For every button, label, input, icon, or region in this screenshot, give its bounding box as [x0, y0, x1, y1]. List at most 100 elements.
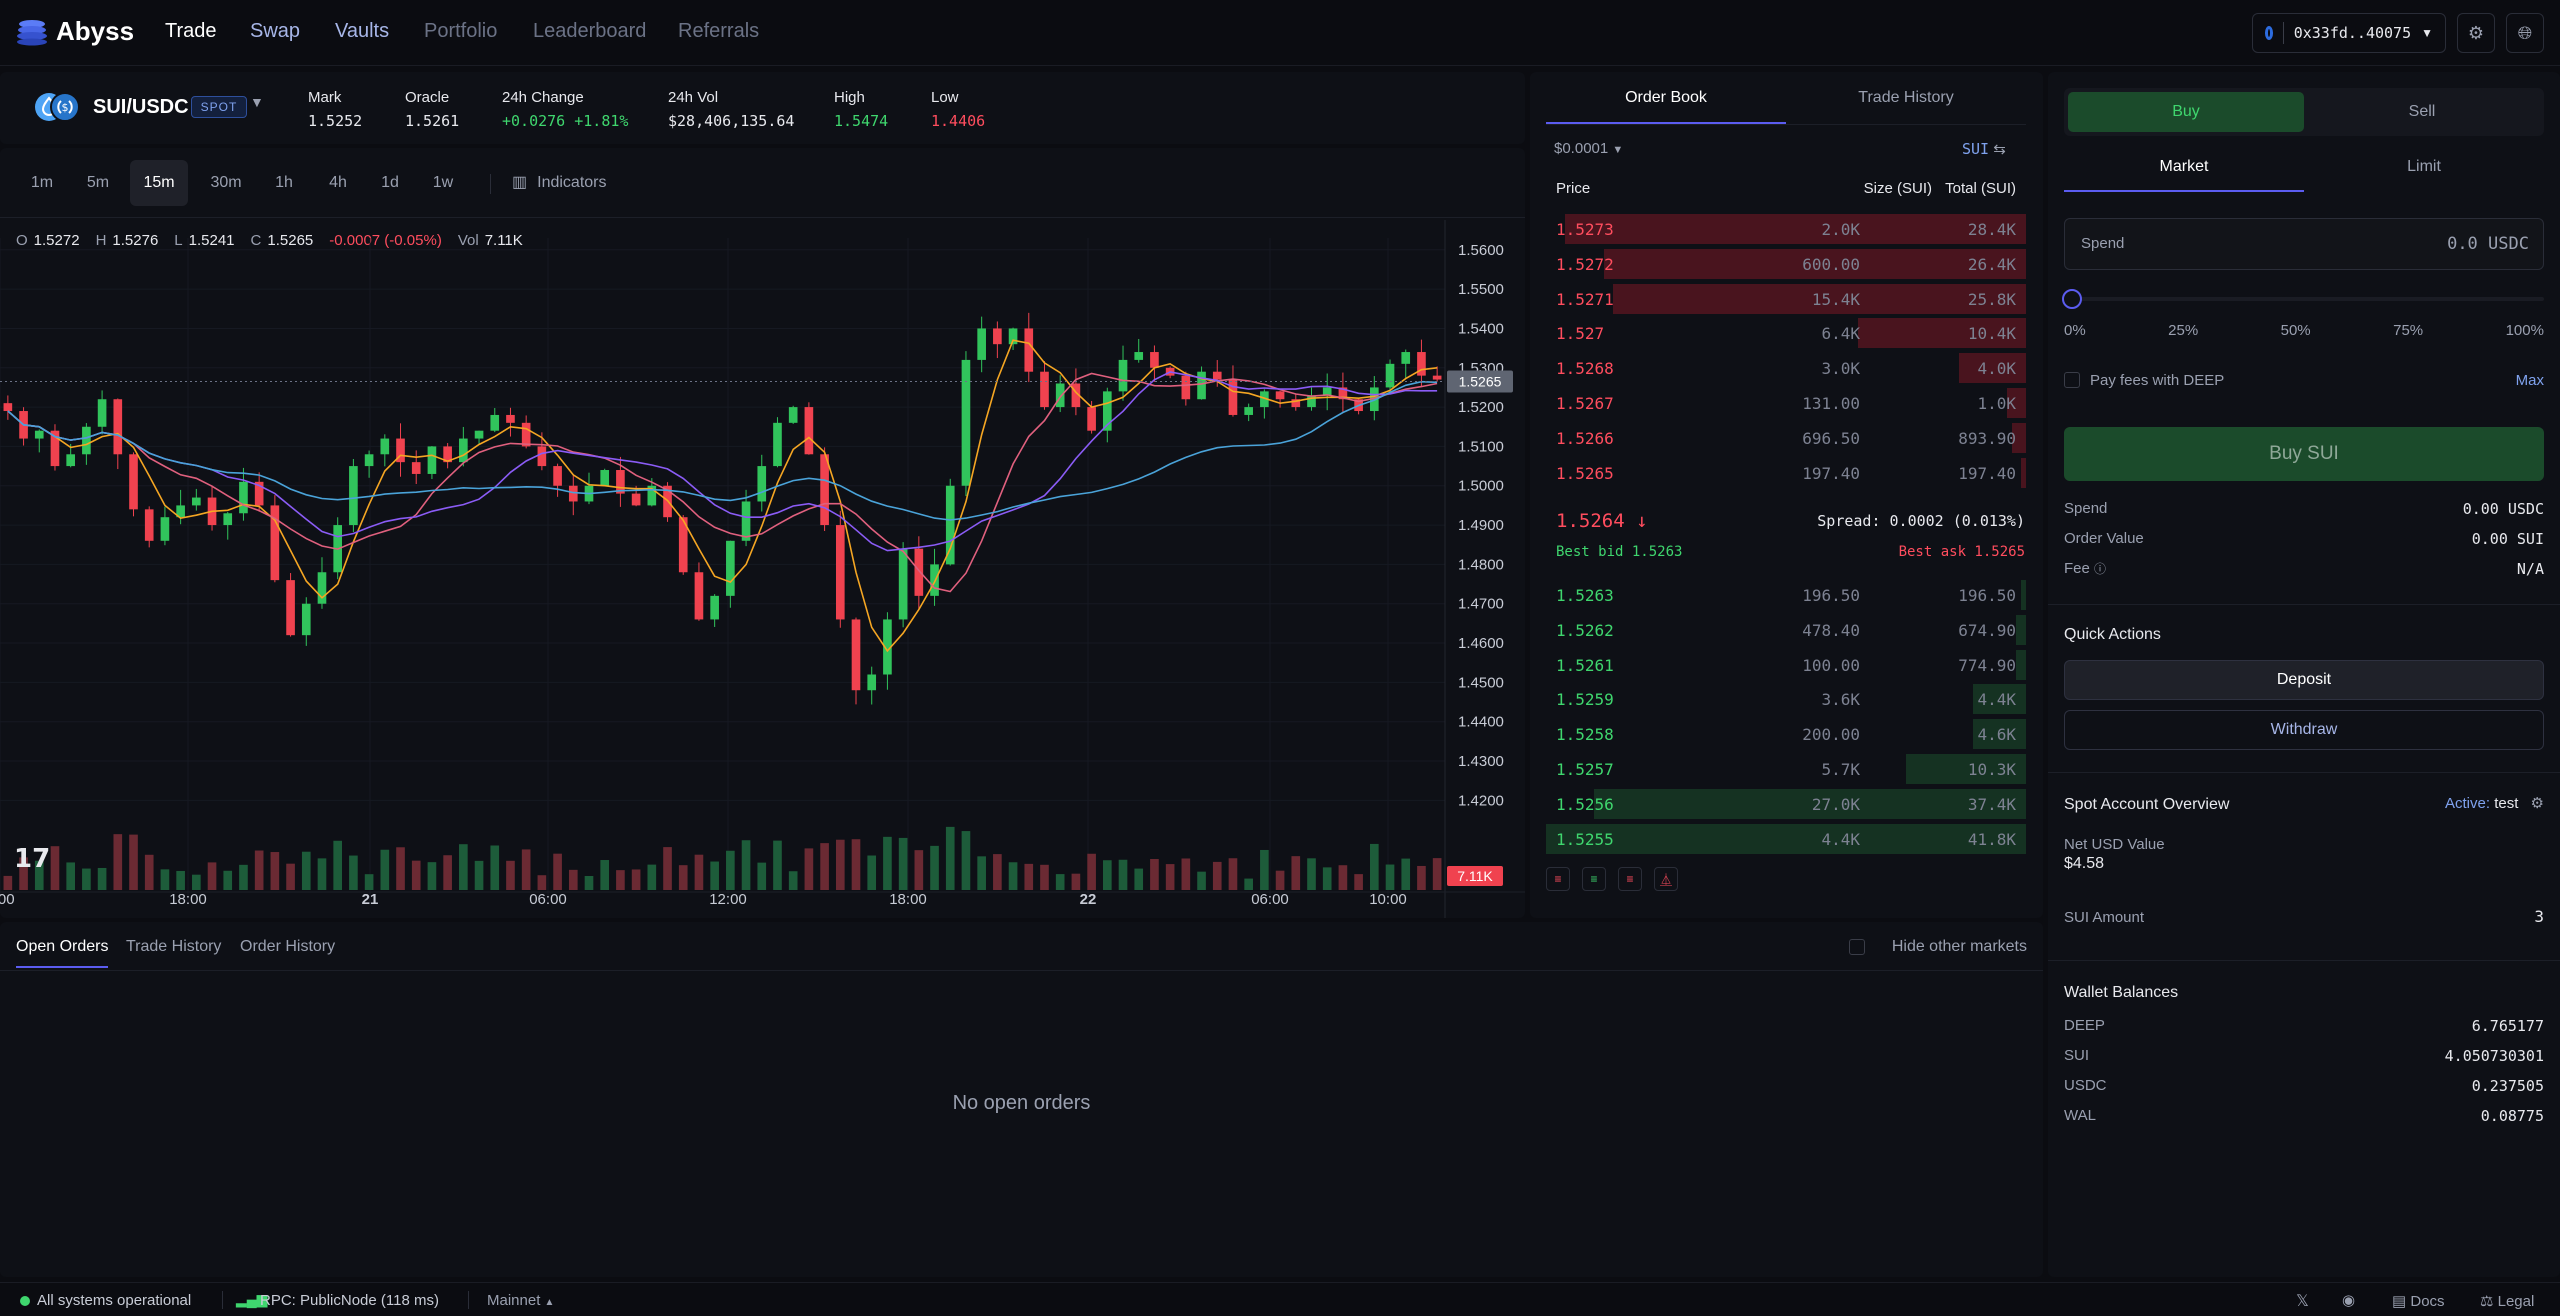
pair-name[interactable]: SUI/USDC — [93, 96, 189, 118]
row-size: 696.50 — [1802, 428, 1860, 448]
bid-row[interactable]: 1.5258 200.00 4.6K — [1546, 718, 2026, 750]
hide-other-markets-checkbox[interactable] — [1849, 939, 1865, 955]
bid-row[interactable]: 1.5262 478.40 674.90 — [1546, 614, 2026, 646]
row-total: 28.4K — [1967, 220, 2016, 239]
amount-slider[interactable] — [2062, 289, 2544, 309]
mark-25[interactable]: 25% — [2168, 322, 2199, 339]
mark-0[interactable]: 0% — [2064, 322, 2086, 339]
row-total: 774.90 — [1958, 655, 2016, 675]
spend-input[interactable]: Spend 0.0 USDC — [2064, 218, 2544, 270]
view-asks-icon[interactable]: ≡ — [1618, 867, 1642, 891]
row-price: 1.527 — [1556, 324, 1605, 344]
ask-row[interactable]: 1.5267 131.00 1.0K — [1546, 387, 2026, 419]
bid-row[interactable]: 1.5255 4.4K 41.8K — [1546, 823, 2026, 855]
ask-row[interactable]: 1.5273 2.0K 28.4K — [1546, 213, 2026, 245]
tf-1h[interactable]: 1h — [275, 174, 293, 191]
volume-bar — [804, 848, 814, 890]
mark-75[interactable]: 75% — [2393, 322, 2424, 339]
row-price: 1.5257 — [1556, 760, 1614, 779]
view-bids-icon[interactable]: ≡ — [1582, 867, 1606, 891]
depth-bar — [2016, 649, 2026, 680]
nav-leaderboard[interactable]: Leaderboard — [533, 20, 647, 42]
ask-row[interactable]: 1.5272 600.00 26.4K — [1546, 248, 2026, 280]
ask-row[interactable]: 1.5266 696.50 893.90 — [1546, 422, 2026, 454]
indicators-button[interactable]: ▥ Indicators — [512, 160, 607, 206]
spot-badge: SPOT — [191, 96, 247, 118]
bid-row[interactable]: 1.5259 3.6K 4.4K — [1546, 683, 2026, 715]
slider-handle[interactable] — [2062, 289, 2082, 309]
tf-4h[interactable]: 4h — [329, 174, 347, 191]
candle-body — [867, 674, 877, 691]
discord-icon[interactable]: ◉ — [2342, 1292, 2356, 1309]
info-icon[interactable]: ⓘ — [2094, 562, 2107, 576]
language-button[interactable]: 🌐︎ — [2506, 13, 2544, 53]
tf-5m[interactable]: 5m — [86, 174, 110, 191]
orderbook-view-toggles: ≡ ≡ ≡ ⏅ — [1546, 867, 1678, 891]
deposit-button[interactable]: Deposit — [2064, 660, 2544, 700]
tab-open-orders[interactable]: Open Orders — [16, 938, 109, 968]
legal-link[interactable]: ⚖ Legal — [2480, 1293, 2535, 1310]
tf-1w[interactable]: 1w — [432, 174, 454, 191]
max-button[interactable]: Max — [2515, 372, 2544, 389]
ask-row[interactable]: 1.527 6.4K 10.4K — [1546, 317, 2026, 349]
nav-portfolio[interactable]: Portfolio — [424, 20, 498, 42]
unit-toggle[interactable]: SUI ⇆ — [1962, 140, 2006, 158]
view-both-icon[interactable]: ≡ — [1546, 867, 1570, 891]
volume-bar — [883, 836, 892, 890]
bid-row[interactable]: 1.5261 100.00 774.90 — [1546, 649, 2026, 681]
sell-tab[interactable]: Sell — [2408, 103, 2436, 120]
view-depth-icon[interactable]: ⏅ — [1654, 867, 1678, 891]
x-twitter-icon[interactable]: 𝕏 — [2296, 1293, 2309, 1310]
buy-sui-button[interactable]: Buy SUI — [2064, 427, 2544, 481]
ask-row[interactable]: 1.5268 3.0K 4.0K — [1546, 352, 2026, 384]
settings-button[interactable]: ⚙ — [2457, 13, 2495, 53]
depth-bar — [1594, 788, 2026, 819]
system-status[interactable]: All systems operational — [37, 1292, 192, 1309]
limit-tab[interactable]: Limit — [2407, 158, 2441, 175]
buy-tab[interactable]: Buy — [2068, 92, 2304, 132]
row-total: 37.4K — [1967, 794, 2016, 814]
bid-row[interactable]: 1.5256 27.0K 37.4K — [1546, 788, 2026, 820]
docs-link[interactable]: ▤ Docs — [2392, 1293, 2445, 1310]
nav-vaults[interactable]: Vaults — [335, 20, 390, 42]
mark-50[interactable]: 50% — [2280, 322, 2311, 339]
pay-fees-checkbox[interactable] — [2064, 372, 2080, 388]
nav-trade[interactable]: Trade — [165, 20, 217, 42]
tab-trade-history-orders[interactable]: Trade History — [126, 938, 222, 955]
network-select[interactable]: Mainnet ▲ — [487, 1292, 555, 1309]
ask-row[interactable]: 1.5271 15.4K 25.8K — [1546, 283, 2026, 315]
tf-1d[interactable]: 1d — [381, 174, 399, 191]
wallet-button[interactable]: 0x33fd..40075 ▼ — [2252, 13, 2446, 53]
stat-mark: Mark 1.5252 — [308, 89, 363, 130]
bid-row[interactable]: 1.5257 5.7K 10.3K — [1546, 753, 2026, 785]
volume-bar — [993, 854, 1002, 890]
ask-row[interactable]: 1.5265 197.40 197.40 — [1546, 457, 2026, 489]
volume-bar — [1008, 862, 1018, 890]
volume-bar — [113, 834, 123, 890]
tab-order-history[interactable]: Order History — [240, 938, 336, 955]
row-size: 2.0K — [1821, 220, 1860, 239]
price-chart[interactable]: 2:00 18:00 21 06:00 12:00 18:00 22 06:00 10:00 1.… — [0, 220, 1525, 918]
mark-100[interactable]: 100% — [2505, 322, 2544, 339]
volume-bar — [349, 855, 358, 890]
tick-size-select[interactable]: $0.0001 ▼ — [1554, 140, 1624, 157]
tf-1m[interactable]: 1m — [30, 174, 54, 191]
tab-trade-history[interactable]: Trade History — [1858, 89, 1954, 106]
rpc-status[interactable]: RPC: PublicNode (118 ms) — [260, 1292, 439, 1309]
chevron-down-icon[interactable]: ▼ — [250, 94, 264, 110]
indicators-icon: ▥ — [512, 174, 528, 191]
nav-swap[interactable]: Swap — [250, 20, 301, 42]
status-dot-icon — [20, 1296, 30, 1306]
tf-30m[interactable]: 30m — [210, 174, 242, 191]
tradingview-logo[interactable]: 17 — [14, 844, 51, 874]
tf-15m[interactable]: 15m — [130, 160, 188, 206]
bid-row[interactable]: 1.5263 196.50 196.50 — [1546, 579, 2026, 611]
row-size: 27.0K — [1811, 794, 1860, 814]
withdraw-button[interactable]: Withdraw — [2064, 710, 2544, 750]
candle-body — [1040, 371, 1049, 408]
market-tab[interactable]: Market — [2064, 158, 2304, 192]
tab-order-book[interactable]: Order Book — [1546, 72, 1786, 124]
active-account[interactable]: Active: test ⚙ — [2445, 795, 2544, 812]
brand-logo[interactable]: Abyss — [16, 16, 134, 47]
nav-referrals[interactable]: Referrals — [678, 20, 760, 42]
